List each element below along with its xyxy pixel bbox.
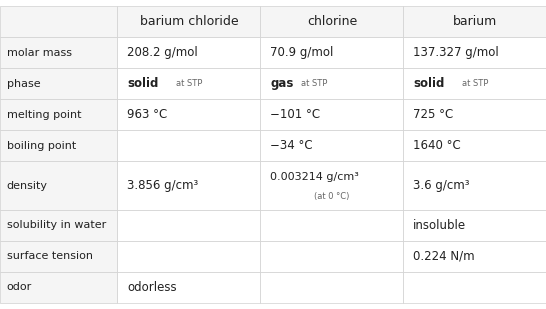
- Text: barium chloride: barium chloride: [140, 15, 238, 28]
- Text: (at 0 °C): (at 0 °C): [314, 192, 349, 201]
- Text: at STP: at STP: [176, 79, 203, 88]
- Text: −101 °C: −101 °C: [270, 108, 321, 121]
- Text: at STP: at STP: [301, 79, 328, 88]
- Bar: [403, 6, 546, 37]
- Text: 963 °C: 963 °C: [127, 108, 168, 121]
- Bar: [260, 68, 403, 99]
- Bar: [260, 37, 403, 68]
- Bar: [117, 210, 260, 241]
- Bar: [117, 6, 260, 37]
- Bar: [0, 68, 117, 99]
- Bar: [0, 241, 117, 272]
- Text: 70.9 g/mol: 70.9 g/mol: [270, 46, 334, 59]
- Text: 725 °C: 725 °C: [413, 108, 454, 121]
- Bar: [403, 210, 546, 241]
- Text: 1640 °C: 1640 °C: [413, 139, 461, 152]
- Bar: [260, 99, 403, 130]
- Text: at STP: at STP: [462, 79, 489, 88]
- Bar: [117, 99, 260, 130]
- Bar: [260, 130, 403, 162]
- Bar: [117, 162, 260, 210]
- Text: 208.2 g/mol: 208.2 g/mol: [127, 46, 198, 59]
- Text: odorless: odorless: [127, 281, 177, 294]
- Text: surface tension: surface tension: [7, 251, 93, 261]
- Bar: [403, 68, 546, 99]
- Bar: [117, 68, 260, 99]
- Text: molar mass: molar mass: [7, 48, 72, 58]
- Bar: [0, 272, 117, 303]
- Text: solid: solid: [127, 77, 158, 90]
- Bar: [260, 241, 403, 272]
- Text: odor: odor: [7, 282, 32, 292]
- Text: 0.224 N/m: 0.224 N/m: [413, 250, 475, 263]
- Bar: [0, 99, 117, 130]
- Bar: [0, 162, 117, 210]
- Text: density: density: [7, 180, 48, 191]
- Text: insoluble: insoluble: [413, 219, 466, 232]
- Bar: [0, 37, 117, 68]
- Bar: [403, 272, 546, 303]
- Bar: [260, 6, 403, 37]
- Bar: [117, 241, 260, 272]
- Bar: [403, 99, 546, 130]
- Bar: [403, 162, 546, 210]
- Text: barium: barium: [453, 15, 497, 28]
- Bar: [0, 130, 117, 162]
- Bar: [0, 6, 117, 37]
- Bar: [117, 37, 260, 68]
- Text: boiling point: boiling point: [7, 141, 76, 151]
- Bar: [403, 130, 546, 162]
- Bar: [260, 272, 403, 303]
- Bar: [403, 241, 546, 272]
- Text: 3.856 g/cm³: 3.856 g/cm³: [127, 179, 198, 192]
- Text: phase: phase: [7, 79, 40, 89]
- Text: solubility in water: solubility in water: [7, 220, 106, 230]
- Text: −34 °C: −34 °C: [270, 139, 313, 152]
- Text: 137.327 g/mol: 137.327 g/mol: [413, 46, 499, 59]
- Text: 0.003214 g/cm³: 0.003214 g/cm³: [270, 172, 359, 182]
- Text: gas: gas: [270, 77, 294, 90]
- Bar: [403, 37, 546, 68]
- Bar: [260, 210, 403, 241]
- Text: 3.6 g/cm³: 3.6 g/cm³: [413, 179, 470, 192]
- Text: chlorine: chlorine: [307, 15, 357, 28]
- Text: solid: solid: [413, 77, 444, 90]
- Bar: [260, 162, 403, 210]
- Bar: [117, 130, 260, 162]
- Bar: [0, 210, 117, 241]
- Text: melting point: melting point: [7, 110, 81, 120]
- Bar: [117, 272, 260, 303]
